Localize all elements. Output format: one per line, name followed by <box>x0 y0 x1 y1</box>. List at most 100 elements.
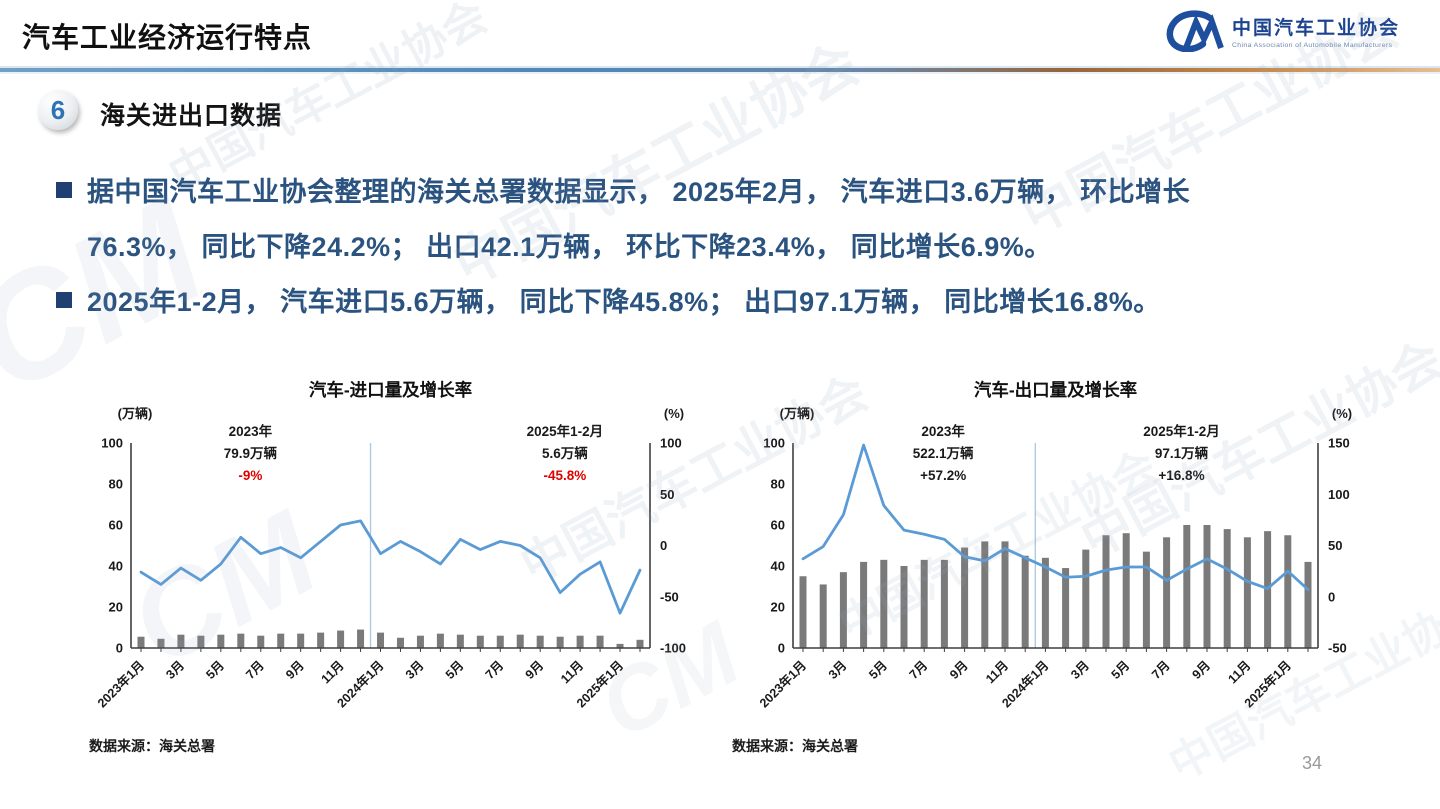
bar <box>1001 541 1009 648</box>
bar <box>880 559 888 648</box>
bar <box>157 638 165 648</box>
svg-text:11月: 11月 <box>983 658 1011 686</box>
svg-text:3月: 3月 <box>826 658 850 682</box>
export-chart: 0 20 40 60 80 100 -50 0 50 100 150 (万辆) (%) 2023年1月 3月… <box>718 372 1380 772</box>
logo-name-cn: 中国汽车工业协会 <box>1232 18 1401 39</box>
annotation-line: 2025年1-2月 <box>527 423 604 439</box>
annotation-line: 79.9万辆 <box>224 445 278 461</box>
svg-text:5月: 5月 <box>866 658 890 682</box>
bullet-square-icon <box>56 181 72 198</box>
annotation-line: 97.1万辆 <box>1155 445 1209 461</box>
svg-text:3月: 3月 <box>403 658 427 682</box>
annotation-line: 2025年1-2月 <box>1143 423 1220 439</box>
import-chart-svg: 0 20 40 60 80 100 -100 -50 0 50 100 (万辆) (%) 2023年1月 3… <box>94 380 686 711</box>
right-axis-labels: -50 0 50 100 150 <box>1328 436 1350 656</box>
bar <box>616 643 624 648</box>
svg-text:7月: 7月 <box>1149 658 1173 682</box>
annotations: 2023年 522.1万辆 +57.2% 2025年1-2月 97.1万辆 +16.8% <box>913 423 1220 483</box>
bar <box>217 634 225 648</box>
svg-text:150: 150 <box>1328 436 1350 451</box>
svg-text:50: 50 <box>1328 538 1342 553</box>
svg-text:9月: 9月 <box>1189 658 1213 682</box>
bar <box>900 566 908 648</box>
bar <box>1142 551 1150 648</box>
svg-text:7月: 7月 <box>907 658 931 682</box>
chart-source: 数据来源：海关总署 <box>732 738 858 754</box>
svg-text:-50: -50 <box>660 589 679 604</box>
bar <box>476 635 484 648</box>
svg-text:11月: 11月 <box>558 658 586 686</box>
svg-text:7月: 7月 <box>483 658 507 682</box>
svg-text:-100: -100 <box>660 641 686 656</box>
bar <box>456 634 464 648</box>
svg-text:80: 80 <box>109 477 123 492</box>
bar <box>496 635 504 648</box>
right-axis-labels: -100 -50 0 50 100 <box>660 436 686 656</box>
bar <box>636 639 644 648</box>
svg-text:60: 60 <box>771 518 785 533</box>
bar <box>436 633 444 648</box>
bar <box>1223 529 1231 648</box>
annotation-line: -45.8% <box>543 468 586 483</box>
bar <box>940 559 948 648</box>
caam-logo: 中国汽车工业协会 China Association of Automobile… <box>1162 10 1400 52</box>
svg-text:100: 100 <box>101 436 123 451</box>
bar <box>317 632 325 648</box>
svg-text:0: 0 <box>778 641 785 656</box>
bar <box>1284 535 1292 648</box>
annotations: 2023年 79.9万辆 -9% 2025年1-2月 5.6万辆 -45.8% <box>224 423 603 483</box>
bar <box>1062 568 1070 648</box>
export-chart-svg: 0 20 40 60 80 100 -50 0 50 100 150 (万辆) (%) 2023年1月 3月… <box>756 380 1352 710</box>
bullet-line: 76.3%， 同比下降24.2%； 出口42.1万辆， 环比下降23.4%， 同… <box>56 217 1416 272</box>
bullet-line: 2025年1-2月， 汽车进口5.6万辆， 同比下降45.8%； 出口97.1万… <box>56 272 1416 327</box>
bar <box>1203 525 1211 648</box>
svg-text:0: 0 <box>1328 589 1335 604</box>
bullet-text: 2025年1-2月， 汽车进口5.6万辆， 同比下降45.8%； 出口97.1万… <box>87 287 1161 317</box>
svg-text:20: 20 <box>109 600 123 615</box>
bar <box>377 632 385 648</box>
chart-title: 汽车-进口量及增长率 <box>309 380 472 400</box>
bar <box>257 635 265 648</box>
bar <box>416 635 424 648</box>
axes <box>792 443 1319 652</box>
bar <box>961 547 969 648</box>
axes <box>130 443 651 652</box>
bullet-list: 据中国汽车工业协会整理的海关总署数据显示， 2025年2月， 汽车进口3.6万辆… <box>56 162 1416 327</box>
bar <box>1102 535 1110 648</box>
bar <box>981 541 989 648</box>
page-number: 34 <box>1302 753 1323 773</box>
bar <box>237 633 245 648</box>
svg-text:(%): (%) <box>664 406 684 421</box>
section-title: 海关进出口数据 <box>100 102 283 130</box>
growth-line <box>801 443 1310 591</box>
annotation-line: +16.8% <box>1158 468 1204 483</box>
import-chart: 0 20 40 60 80 100 -100 -50 0 50 100 (万辆) (%) 2023年1月 3… <box>75 372 715 772</box>
bar <box>920 559 928 648</box>
growth-line <box>139 519 642 615</box>
bar <box>177 634 185 648</box>
svg-text:汽车-出口量及增长率: 汽车-出口量及增长率 <box>974 380 1137 400</box>
logo-name-en: China Association of Automobile Manufact… <box>1232 42 1393 49</box>
axis-unit-labels: (万辆) (%) <box>780 406 1352 421</box>
bullet-text: 76.3%， 同比下降24.2%； 出口42.1万辆， 环比下降23.4%， 同… <box>87 232 1052 262</box>
svg-text:100: 100 <box>763 436 785 451</box>
bar <box>1243 537 1251 648</box>
bar <box>1304 561 1312 648</box>
bar <box>337 630 345 648</box>
section-number-badge: 6 <box>38 90 78 130</box>
svg-text:7月: 7月 <box>243 658 267 682</box>
svg-text:100: 100 <box>1328 487 1350 502</box>
svg-text:9月: 9月 <box>947 658 971 682</box>
bar <box>576 635 584 648</box>
bar <box>556 636 564 648</box>
bullet-text: 据中国汽车工业协会整理的海关总署数据显示， 2025年2月， 汽车进口3.6万辆… <box>87 177 1191 207</box>
bar <box>1122 533 1130 648</box>
left-axis-labels: 0 20 40 60 80 100 <box>763 436 785 656</box>
svg-text:40: 40 <box>771 559 785 574</box>
bar <box>799 576 807 648</box>
svg-text:(万辆): (万辆) <box>780 406 815 421</box>
svg-text:(%): (%) <box>1332 406 1352 421</box>
svg-text:0: 0 <box>660 538 667 553</box>
